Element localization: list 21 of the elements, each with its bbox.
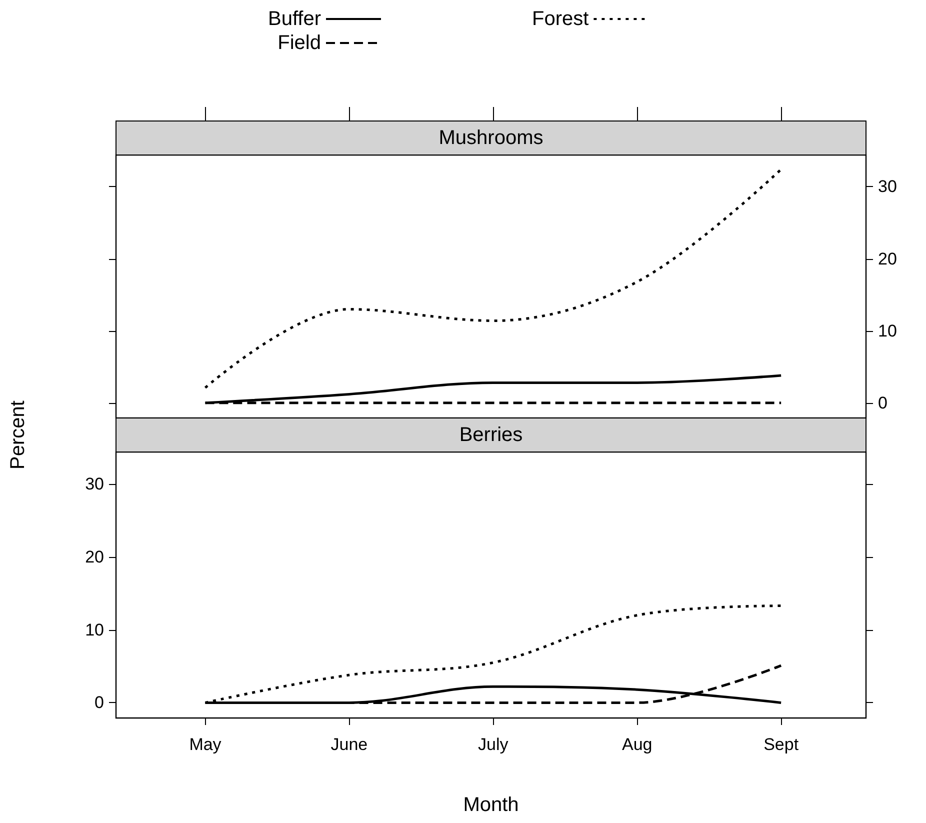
x-tick-label: May xyxy=(189,735,222,754)
y-tick-label: 10 xyxy=(878,321,897,340)
legend-label: Buffer xyxy=(268,8,322,30)
y-tick-label: 20 xyxy=(878,249,897,268)
chart-title: Berries xyxy=(459,424,523,446)
y-tick-label: 0 xyxy=(94,693,104,712)
line-series xyxy=(204,168,782,389)
x-tick-label: Sept xyxy=(764,735,799,754)
y-tick-label: 30 xyxy=(85,474,104,494)
legend-label: Field xyxy=(278,32,321,54)
x-axis-title: Month xyxy=(463,794,519,816)
chart-title: Mushrooms xyxy=(438,127,544,149)
x-tick-label: July xyxy=(478,735,509,754)
y-tick-label: 0 xyxy=(878,393,888,412)
x-tick-label: June xyxy=(330,735,368,754)
legend-label: Forest xyxy=(532,8,590,30)
y-tick-label: 20 xyxy=(85,547,104,566)
y-tick-label: 10 xyxy=(85,620,104,640)
x-tick-label: Aug xyxy=(622,735,652,754)
y-axis-title: Percent xyxy=(7,400,29,470)
y-tick-label: 30 xyxy=(878,177,897,196)
